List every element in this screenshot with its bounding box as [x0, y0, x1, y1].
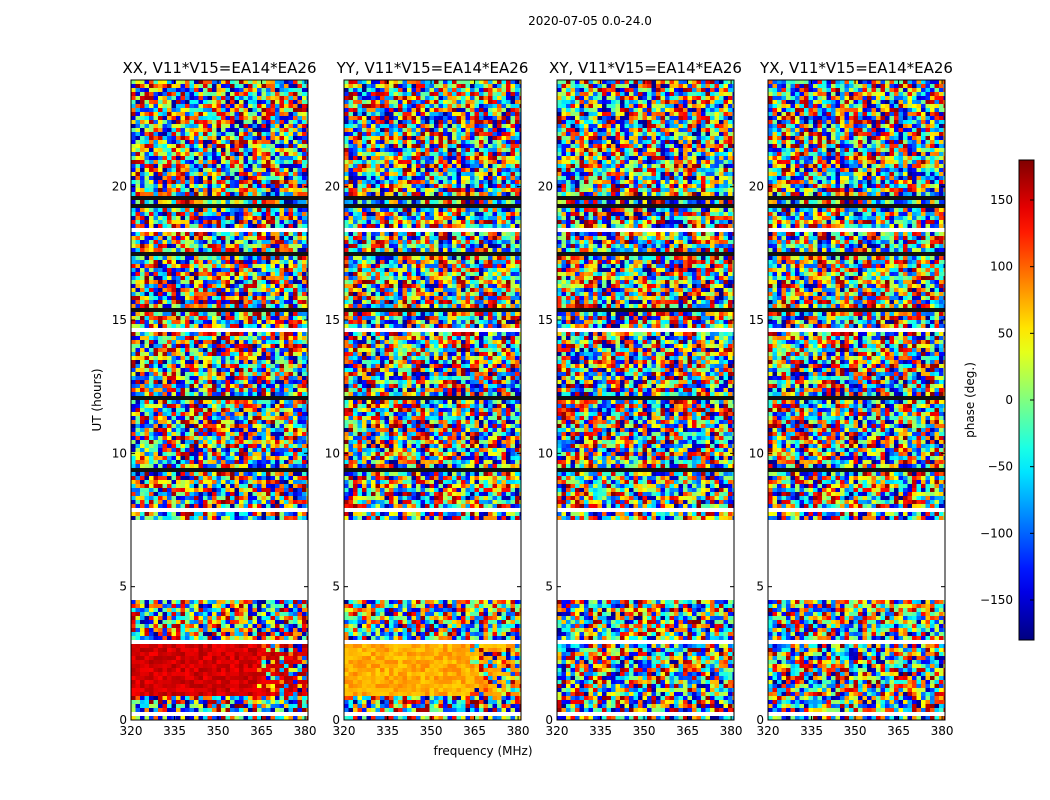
figure-title: 2020-07-05 0.0-24.0 [0, 14, 1050, 28]
y-tick-label: 10 [325, 446, 340, 460]
x-tick-label: 380 [931, 724, 954, 738]
x-tick-label: 350 [420, 724, 443, 738]
panel-3: XY, V11*V15=EA14*EA26 320 335 350 365 380 0 5 10… [538, 59, 743, 738]
x-tick-label: 320 [120, 724, 143, 738]
x-tick-label: 365 [676, 724, 699, 738]
y-tick-label: 20 [749, 180, 764, 194]
y-tick-label: 20 [112, 180, 127, 194]
x-tick-label: 320 [757, 724, 780, 738]
flagged-gap [768, 520, 945, 598]
y-tick-label: 0 [545, 713, 553, 727]
flagged-gap [131, 520, 308, 598]
flagged-gap [557, 520, 734, 598]
x-tick-label: 380 [720, 724, 743, 738]
y-tick-label: 20 [538, 180, 553, 194]
x-tick-label: 365 [463, 724, 486, 738]
panel-frame [343, 79, 522, 721]
colorbar-tick-label: −150 [980, 593, 1013, 607]
colorbar-tick-label: 100 [990, 260, 1013, 274]
panel-2: YY, V11*V15=EA14*EA26 320 335 350 365 380 0 5 10… [325, 59, 530, 738]
y-axis-label: UT (hours) [90, 368, 104, 431]
panel-2-heatmap [344, 80, 521, 720]
panel-frame [767, 79, 946, 721]
y-tick-label: 5 [332, 580, 340, 594]
y-tick-label: 10 [112, 446, 127, 460]
panel-title: YX, V11*V15=EA14*EA26 [759, 59, 953, 77]
x-tick-label: 350 [207, 724, 230, 738]
x-tick-label: 350 [844, 724, 867, 738]
panel-4: YX, V11*V15=EA14*EA26 320 335 350 365 380 0 5 10… [749, 59, 954, 738]
y-tick-label: 15 [749, 313, 764, 327]
colorbar-tick-label: −100 [980, 526, 1013, 540]
y-tick-label: 15 [325, 313, 340, 327]
y-tick-label: 0 [332, 713, 340, 727]
x-tick-label: 320 [333, 724, 356, 738]
panel-1: XX, V11*V15=EA14*EA26 320 335 350 365 380 0 5 10… [112, 59, 317, 738]
colorbar-tick-label: 0 [1005, 393, 1013, 407]
y-tick-label: 15 [538, 313, 553, 327]
colorbar: −150 −100 −50 0 50 100 150 phase (deg.) [963, 159, 1035, 641]
x-tick-label: 335 [589, 724, 612, 738]
panel-4-heatmap [768, 80, 945, 720]
y-tick-label: 10 [538, 446, 553, 460]
x-tick-label: 365 [887, 724, 910, 738]
colorbar-tick-label: 150 [990, 193, 1013, 207]
colorbar-label: phase (deg.) [963, 362, 977, 438]
x-tick-label: 365 [250, 724, 273, 738]
x-tick-label: 335 [376, 724, 399, 738]
x-tick-label: 350 [633, 724, 656, 738]
y-tick-label: 0 [119, 713, 127, 727]
y-tick-label: 20 [325, 180, 340, 194]
panel-title: XY, V11*V15=EA14*EA26 [549, 59, 742, 77]
y-tick-label: 0 [756, 713, 764, 727]
panel-title: XX, V11*V15=EA14*EA26 [122, 59, 316, 77]
panel-title: YY, V11*V15=EA14*EA26 [336, 59, 529, 77]
x-tick-label: 380 [294, 724, 317, 738]
flagged-gap [344, 520, 521, 598]
y-tick-label: 10 [749, 446, 764, 460]
colorbar-tick-label: −50 [988, 460, 1013, 474]
panel-frame [130, 79, 309, 721]
panel-3-heatmap [557, 80, 734, 720]
x-axis-label: frequency (MHz) [433, 744, 532, 758]
x-tick-label: 335 [800, 724, 823, 738]
panel-frame [556, 79, 735, 721]
colorbar-tick-label: 50 [998, 326, 1013, 340]
x-tick-label: 320 [546, 724, 569, 738]
y-tick-label: 5 [119, 580, 127, 594]
y-tick-label: 5 [756, 580, 764, 594]
y-tick-label: 15 [112, 313, 127, 327]
x-tick-label: 380 [507, 724, 530, 738]
panel-1-heatmap [131, 80, 308, 720]
x-tick-label: 335 [163, 724, 186, 738]
y-tick-label: 5 [545, 580, 553, 594]
